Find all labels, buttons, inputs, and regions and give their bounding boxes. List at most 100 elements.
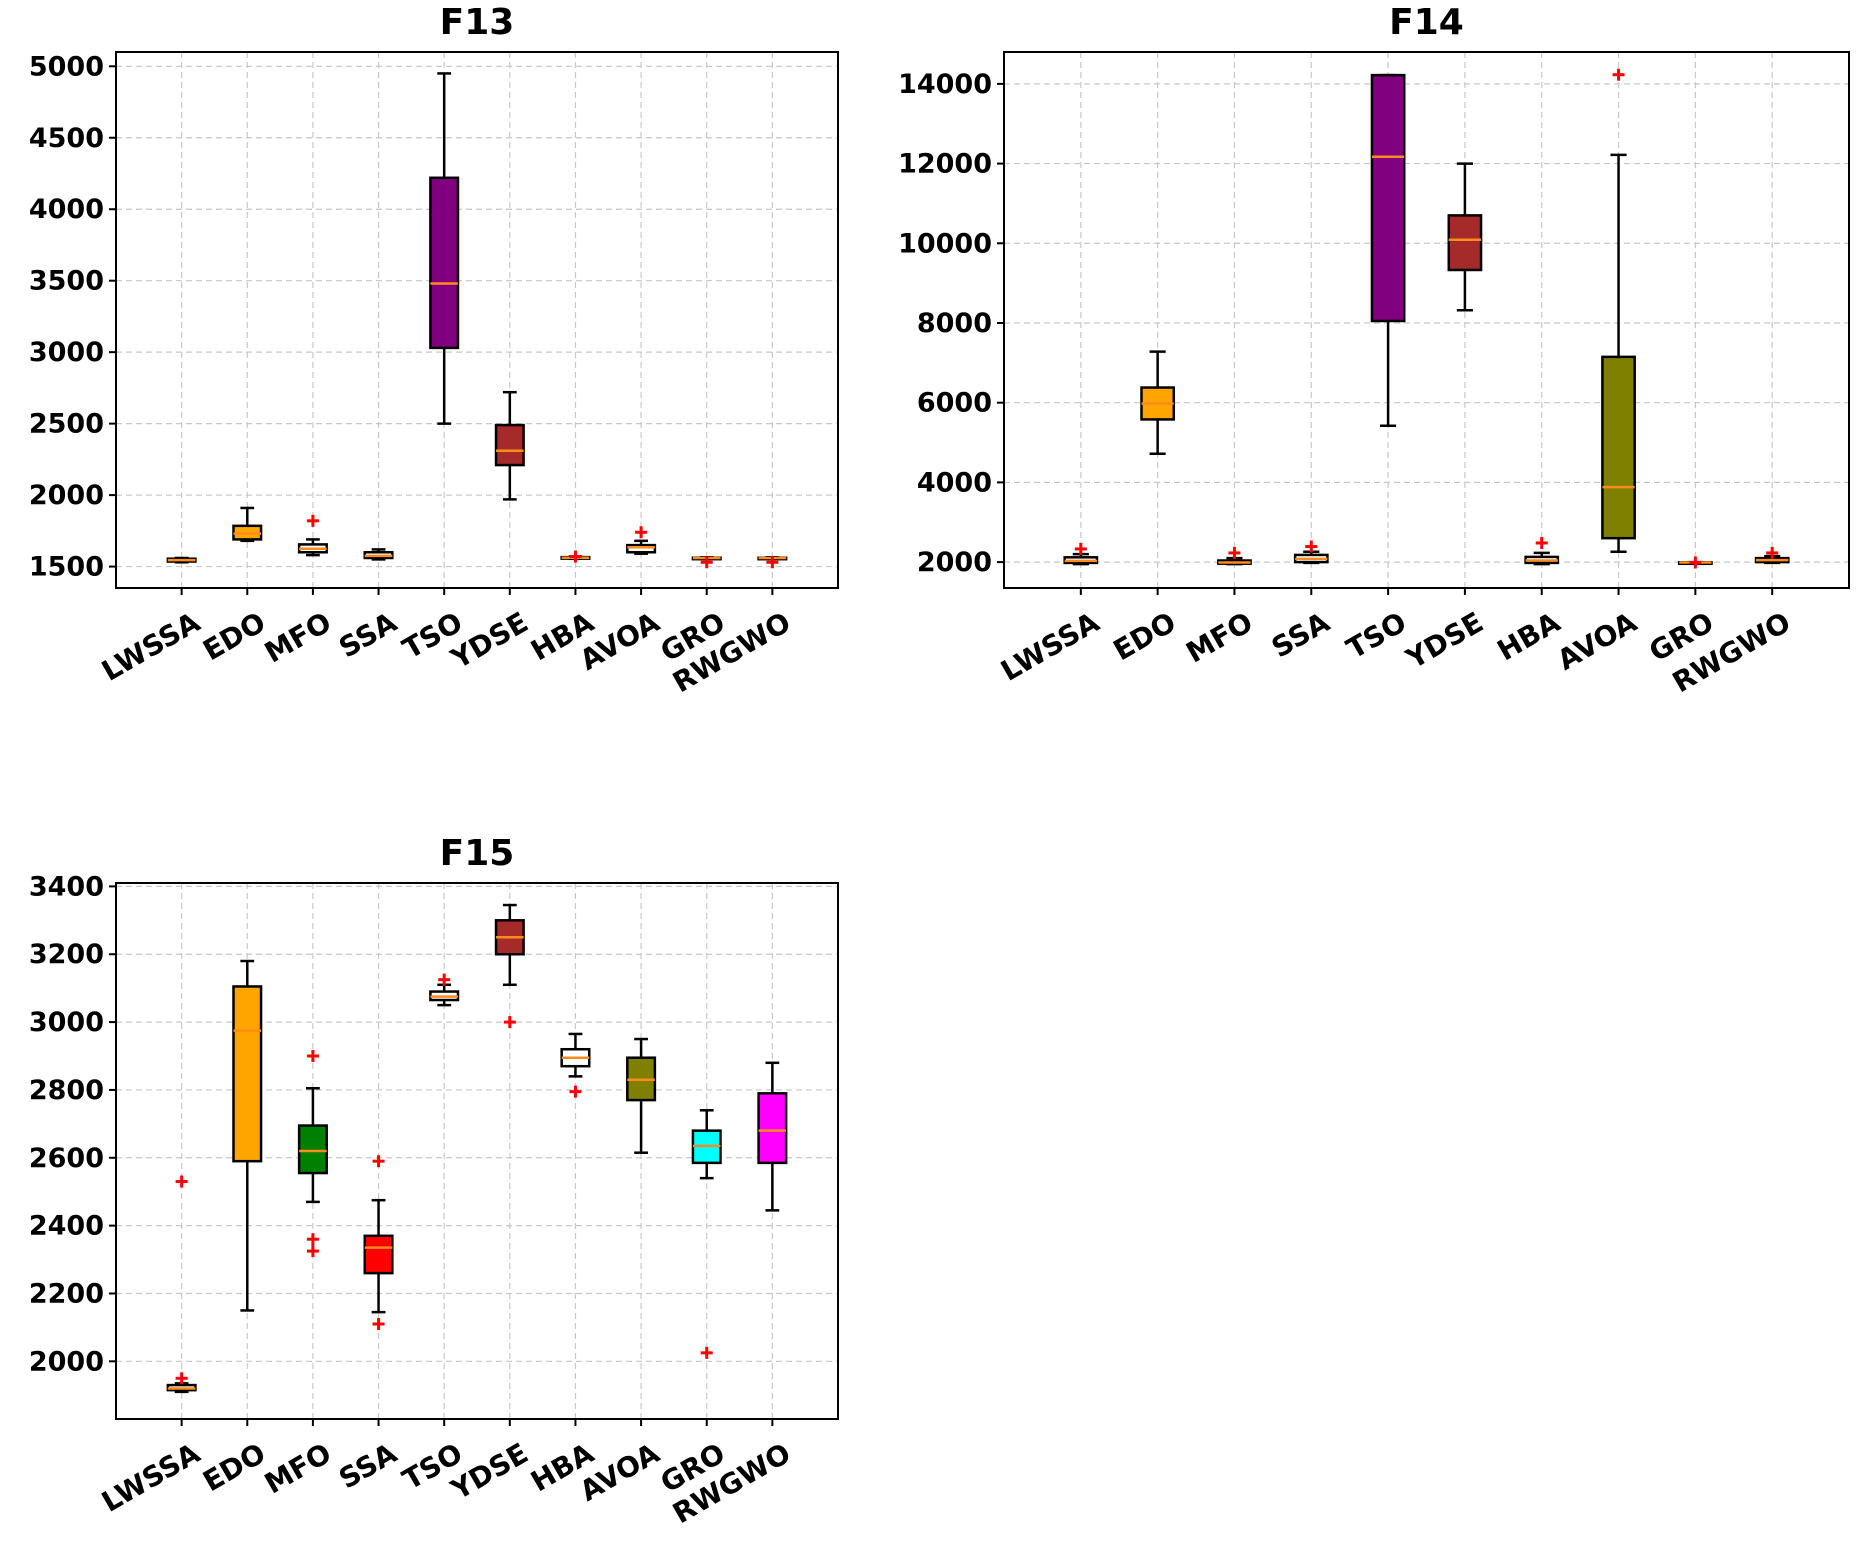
- x-tick-label: MFO: [1181, 605, 1259, 669]
- y-tick-label: 2000: [29, 1346, 104, 1377]
- box-edo: [1140, 350, 1176, 455]
- box-avoa: [1601, 68, 1636, 553]
- box-body: [232, 985, 263, 1163]
- outlier-marker: [700, 556, 713, 569]
- y-tick-label: 2000: [29, 480, 104, 511]
- x-tick-label: SSA: [333, 605, 402, 664]
- x-tick-label: MFO: [259, 605, 337, 669]
- outlier-marker: [503, 1016, 516, 1029]
- outlier-marker: [372, 1318, 385, 1331]
- y-tick-label: 2000: [917, 547, 992, 578]
- box-body: [297, 1124, 328, 1175]
- box-hba: [560, 1032, 591, 1098]
- y-tick-label: 3000: [29, 337, 104, 368]
- y-tick-label: 1500: [29, 552, 104, 583]
- box-avoa: [626, 526, 657, 555]
- y-tick-label: 6000: [917, 388, 992, 419]
- y-tick-label: 2800: [29, 1075, 104, 1106]
- y-tick-label: 3400: [29, 871, 104, 902]
- plot-frame: [115, 882, 839, 1420]
- box-body: [494, 423, 525, 467]
- y-tick-label: 14000: [898, 69, 992, 100]
- y-tick-label: 12000: [898, 149, 992, 180]
- box-lwssa: [166, 1175, 197, 1394]
- box-gro: [1677, 556, 1713, 569]
- y-tick-label: 2600: [29, 1143, 104, 1174]
- box-mfo: [1217, 546, 1252, 566]
- x-tick-label: YDSE: [1400, 605, 1489, 675]
- plot-frame: [1003, 51, 1850, 589]
- x-tick-label: LWSSA: [96, 1436, 206, 1518]
- x-tick-label: LWSSA: [96, 605, 206, 687]
- y-tick-label: 4000: [917, 467, 992, 498]
- outlier-marker: [306, 1233, 319, 1246]
- outlier-marker: [1535, 536, 1548, 549]
- box-body: [1601, 355, 1636, 540]
- y-tick-label: 2200: [29, 1278, 104, 1309]
- outlier-marker: [1766, 546, 1779, 559]
- box-ssa: [363, 548, 394, 561]
- chart-panel-f13: 1500 2000 2500 3000 3500 4000 4500 5000 LWSSAEDO…: [29, 2, 839, 699]
- box-gro: [691, 1109, 722, 1359]
- y-tick-label: 3200: [29, 939, 104, 970]
- y-tick-label: 4000: [29, 194, 104, 225]
- chart-title: F15: [440, 833, 515, 874]
- box-ydse: [1447, 162, 1483, 312]
- x-tick-label: LWSSA: [995, 605, 1105, 687]
- box-body: [626, 543, 657, 554]
- y-tick-label: 3500: [29, 266, 104, 297]
- box-gro: [691, 556, 722, 569]
- outlier-marker: [1612, 68, 1625, 81]
- outlier-marker: [635, 526, 648, 539]
- y-tick-label: 10000: [898, 228, 992, 259]
- box-body: [1447, 214, 1483, 272]
- chart-panel-f15: 2000 2200 2400 2600 2800 3000 3200 3400 LWSSAEDO…: [29, 833, 839, 1530]
- plot-frame: [115, 51, 839, 589]
- box-lwssa: [1063, 542, 1099, 566]
- x-tick-label: TSO: [1341, 605, 1412, 665]
- outlier-marker: [766, 556, 779, 569]
- outlier-marker: [306, 514, 319, 527]
- y-tick-label: 2400: [29, 1211, 104, 1242]
- x-tick-label: AVOA: [1552, 605, 1643, 677]
- box-avoa: [626, 1037, 657, 1154]
- x-tick-label: MFO: [259, 1436, 337, 1500]
- x-tick-label: SSA: [1266, 605, 1335, 664]
- y-tick-label: 4500: [29, 123, 104, 154]
- outlier-marker: [306, 1050, 319, 1063]
- x-tick-label: SSA: [333, 1436, 402, 1495]
- box-tso: [1370, 73, 1406, 428]
- x-tick-label: EDO: [1108, 605, 1182, 667]
- box-rwgwo: [757, 556, 788, 569]
- outlier-marker: [569, 550, 582, 563]
- box-edo: [232, 959, 263, 1312]
- box-ydse: [494, 390, 525, 501]
- y-tick-label: 8000: [917, 308, 992, 339]
- outlier-marker: [700, 1346, 713, 1359]
- outlier-marker: [175, 1175, 188, 1188]
- box-body: [757, 1092, 788, 1165]
- box-hba: [1524, 536, 1560, 566]
- box-rwgwo: [1754, 546, 1790, 565]
- chart-title: F13: [440, 2, 515, 43]
- box-hba: [560, 550, 591, 563]
- box-ssa: [363, 1155, 394, 1331]
- outlier-marker: [569, 1085, 582, 1098]
- outlier-marker: [175, 1372, 188, 1385]
- x-tick-label: YDSE: [445, 605, 534, 675]
- y-tick-label: 5000: [29, 51, 104, 82]
- x-tick-label: EDO: [197, 605, 271, 667]
- outlier-marker: [1228, 546, 1241, 559]
- chart-title: F14: [1389, 2, 1464, 43]
- outlier-marker: [1689, 556, 1702, 569]
- outlier-marker: [1074, 542, 1087, 555]
- outlier-marker: [438, 973, 451, 986]
- box-mfo: [297, 1050, 328, 1258]
- box-tso: [429, 72, 460, 425]
- outlier-marker: [1305, 540, 1318, 553]
- box-body: [363, 1234, 394, 1275]
- x-tick-label: EDO: [197, 1436, 271, 1498]
- box-edo: [232, 506, 263, 543]
- x-tick-label: YDSE: [445, 1436, 534, 1506]
